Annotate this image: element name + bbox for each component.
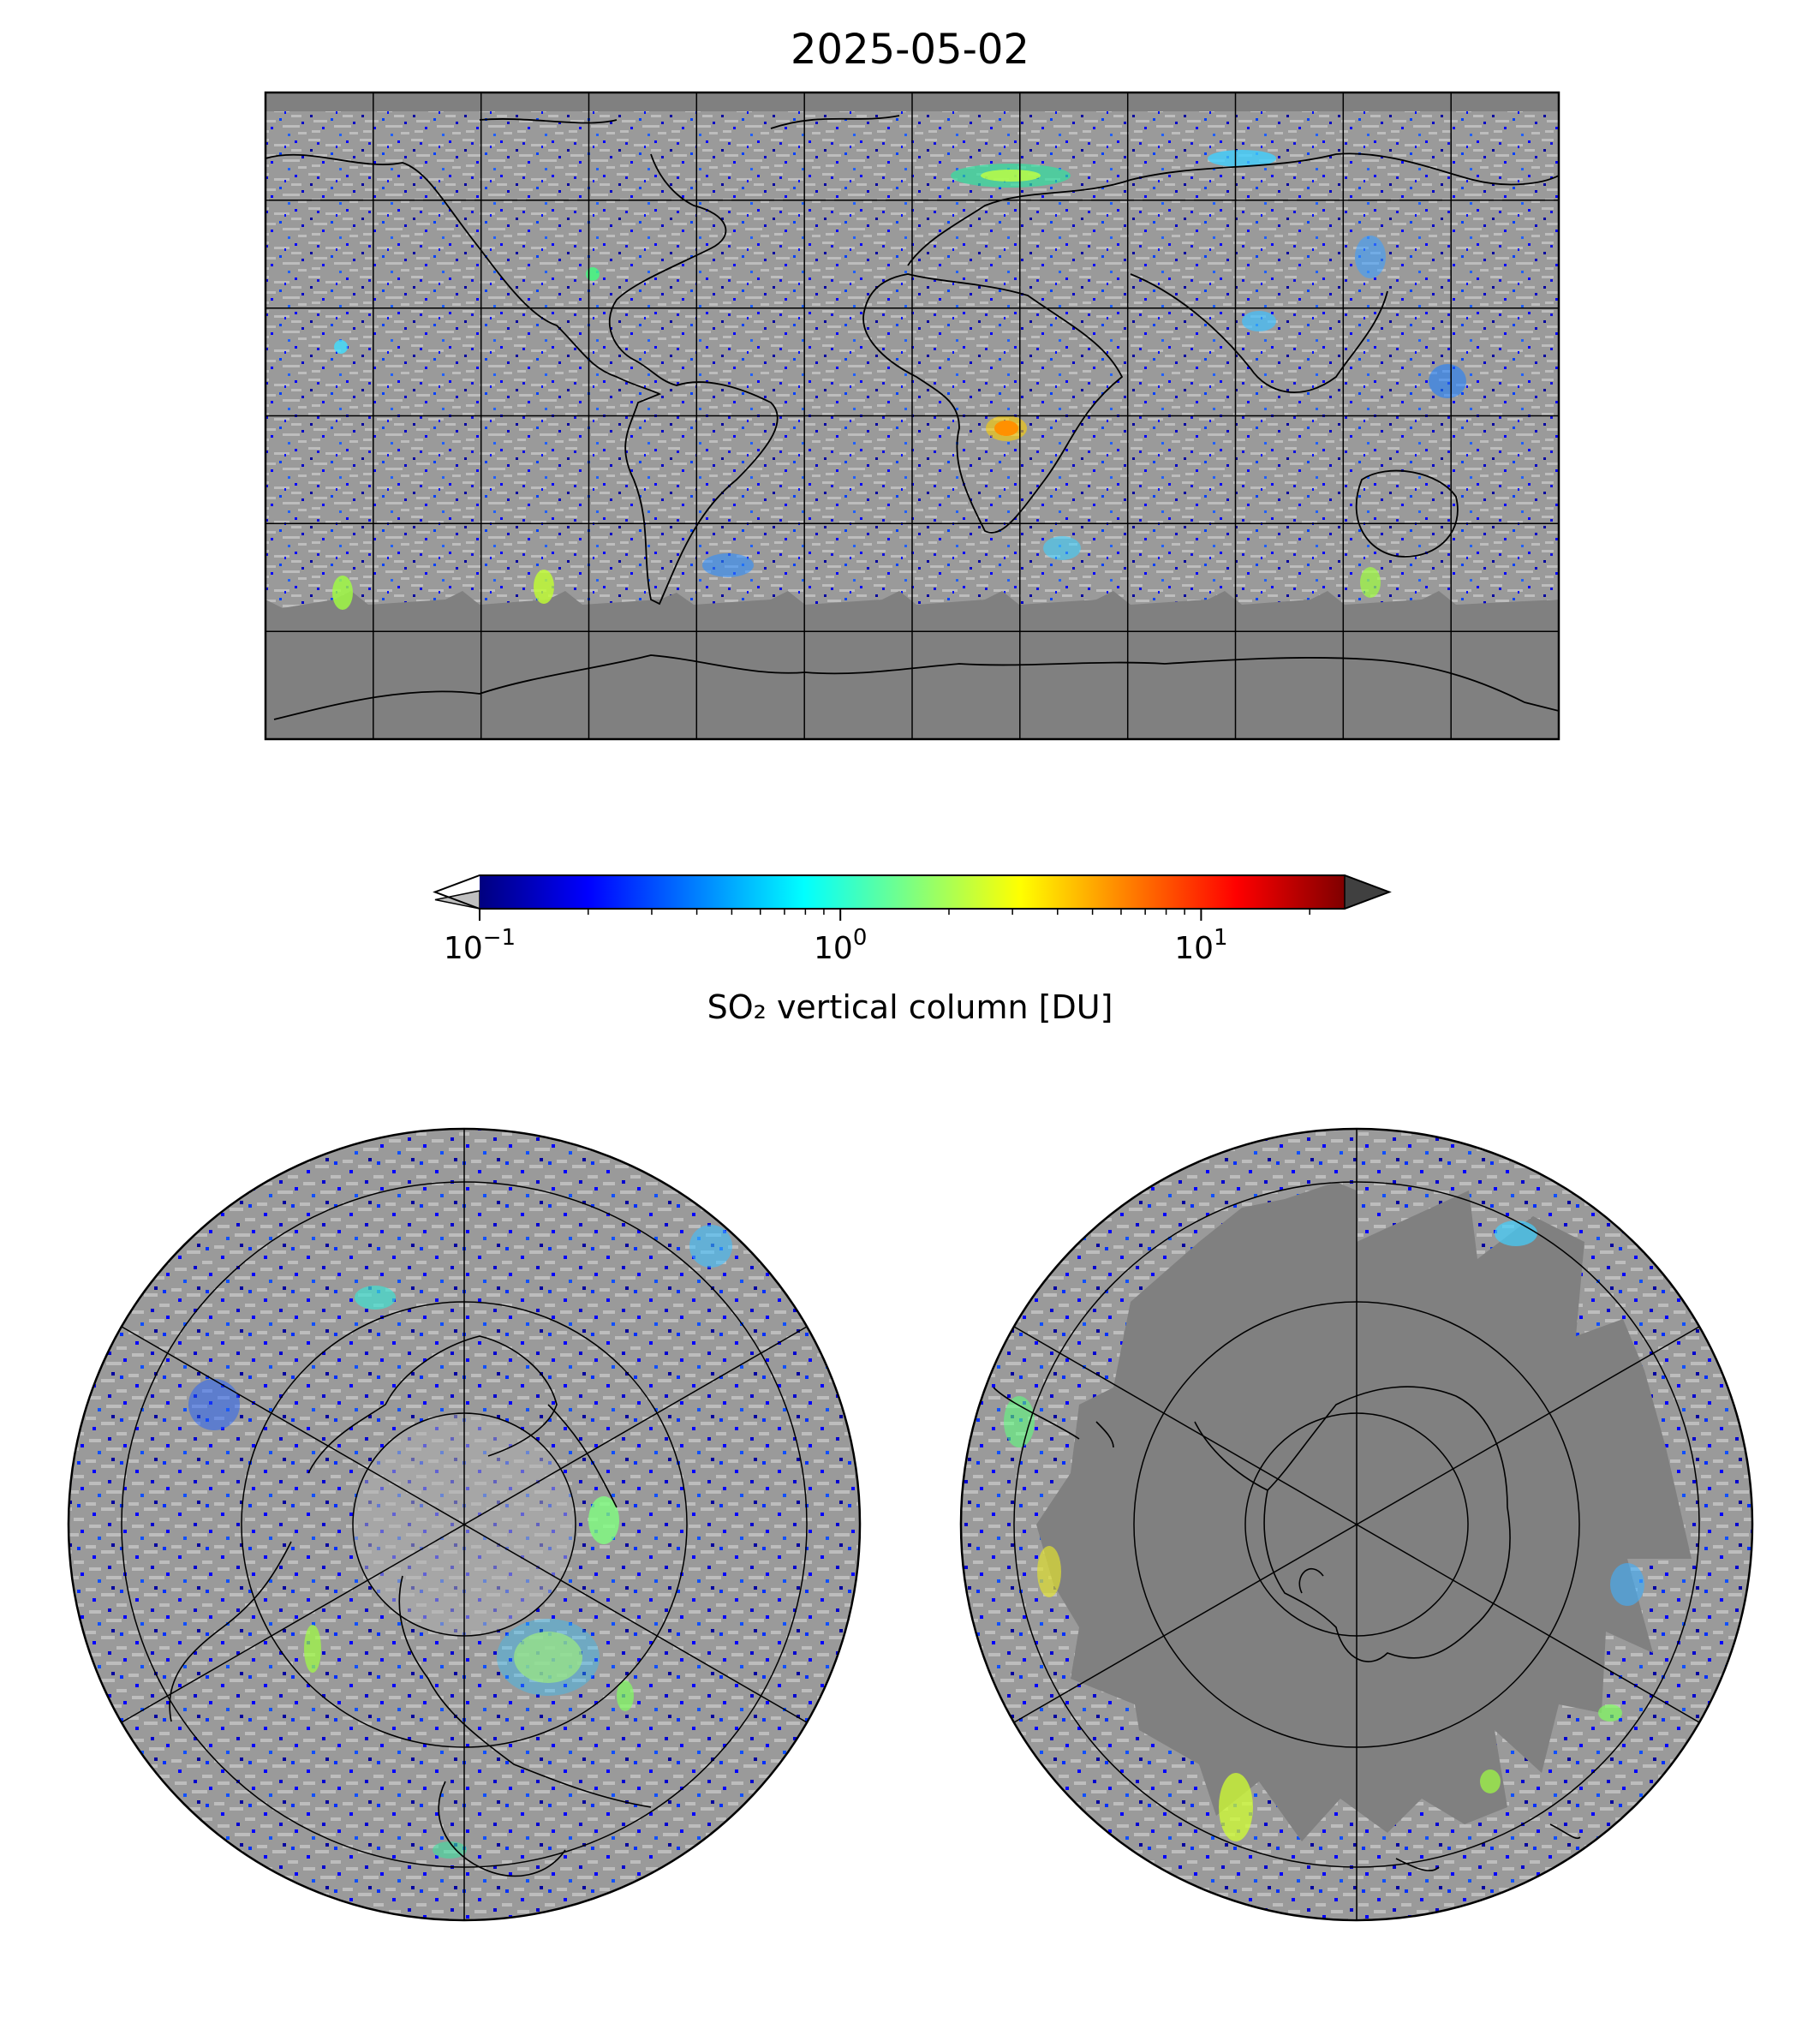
colorbar-outline bbox=[433, 874, 1392, 910]
north-graticule bbox=[121, 1129, 808, 1920]
enhancement-siberia bbox=[1208, 150, 1276, 167]
south-polar-frame bbox=[959, 1127, 1754, 1922]
south-polar-map bbox=[959, 1127, 1754, 1922]
colorbar-tick-label: 100 bbox=[814, 925, 867, 966]
colorbar-over-extension bbox=[1344, 874, 1392, 910]
global-coastlines bbox=[266, 115, 1559, 720]
global-map-frame bbox=[264, 91, 1560, 741]
colorbar-tick-label: 101 bbox=[1174, 925, 1227, 966]
south-enhancements bbox=[1004, 1220, 1644, 1841]
so2-enhancements bbox=[332, 150, 1466, 610]
global-gridlines bbox=[266, 92, 1559, 739]
colorbar-ticks: 10−1 100 101 bbox=[444, 909, 1310, 966]
colorbar-gradient bbox=[480, 875, 1345, 909]
north-polar-frame bbox=[67, 1127, 862, 1922]
south-graticule bbox=[1013, 1129, 1700, 1920]
south-coastlines bbox=[993, 1386, 1581, 1871]
north-enhancements bbox=[188, 1225, 732, 1859]
antarctica-coast bbox=[1263, 1386, 1511, 1662]
enhancement-south-swath bbox=[1219, 1773, 1253, 1841]
south-no-data-region bbox=[1036, 1182, 1692, 1841]
north-polar-map bbox=[67, 1127, 862, 1922]
global-map bbox=[264, 91, 1560, 741]
colorbar-label: SO₂ vertical column [DU] bbox=[707, 988, 1113, 1026]
figure-title: 2025-05-02 bbox=[791, 26, 1029, 74]
colorbar-tick-label: 10−1 bbox=[444, 925, 516, 966]
enhancement-north-siberia bbox=[514, 1632, 582, 1683]
colorbar: 10−1 100 101 bbox=[433, 874, 1392, 966]
